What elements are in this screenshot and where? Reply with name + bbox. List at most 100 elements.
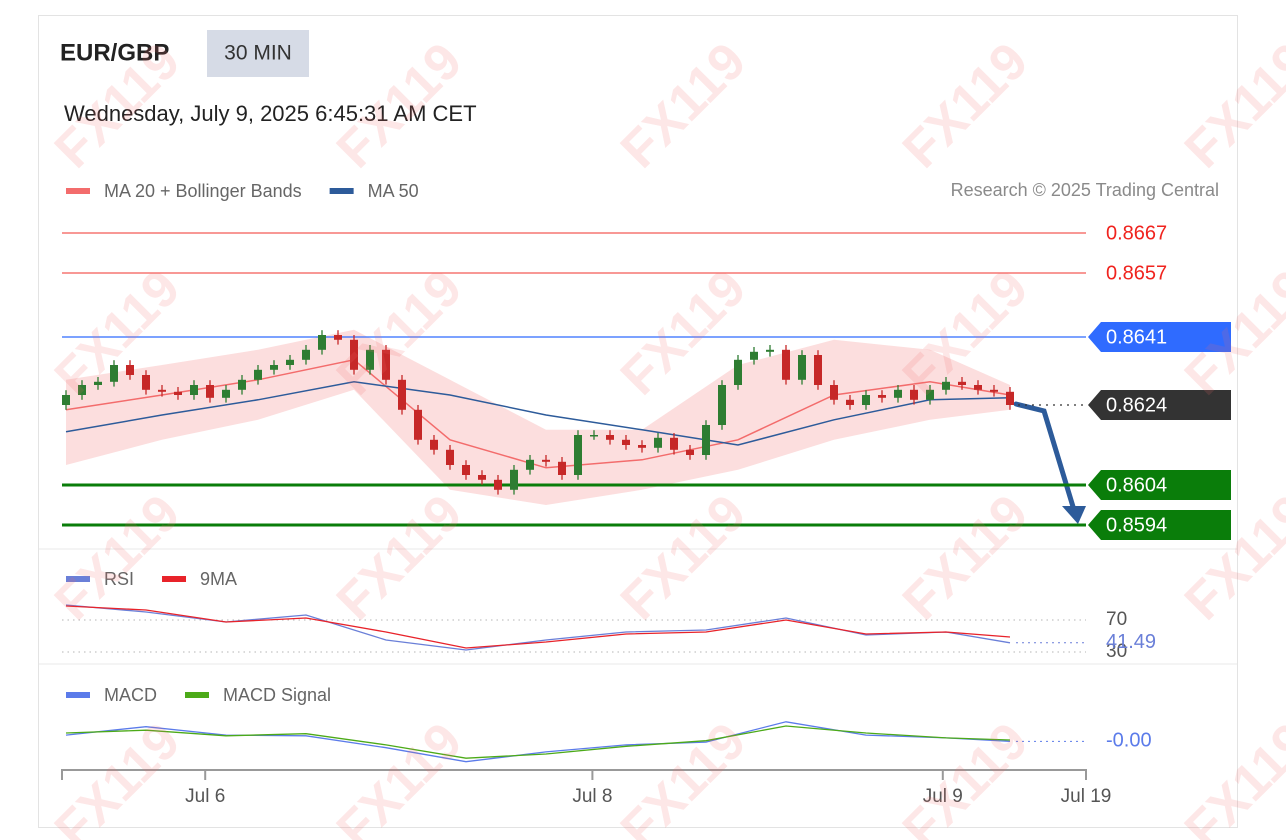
candle-body: [222, 389, 230, 398]
candle-body: [382, 349, 390, 380]
legend-label: MACD Signal: [223, 685, 331, 705]
candle-body: [542, 459, 550, 462]
last-value-label: 41.49: [1106, 631, 1156, 653]
candle-body: [110, 365, 118, 382]
candle-body: [942, 381, 950, 390]
candle-body: [926, 389, 934, 400]
candle-body: [670, 437, 678, 450]
candle-body: [846, 399, 854, 405]
candle-body: [590, 435, 598, 437]
candle-body: [606, 435, 614, 440]
series-line: [65, 721, 1011, 763]
candle-body: [654, 437, 662, 448]
candle-body: [510, 469, 518, 490]
series-line: [65, 605, 1011, 649]
x-tick-label: Jul 19: [1061, 786, 1112, 807]
legend-swatch: [162, 576, 187, 582]
y-tick-label: 70: [1106, 609, 1127, 630]
candle-body: [318, 335, 326, 350]
candle-body: [526, 459, 534, 470]
legend-swatch: [329, 188, 354, 194]
plot-layer: 0.8667 0.8657 0.8641 0.8624 0.8604 0.8594 MA 2…: [61, 181, 1231, 807]
candle-body: [126, 365, 134, 375]
candle-body: [862, 395, 870, 405]
candle-body: [558, 461, 566, 475]
candle-body: [190, 385, 198, 395]
candle-body: [894, 389, 902, 398]
series-line: [65, 725, 1011, 759]
candle-body: [734, 359, 742, 385]
candle-body: [878, 395, 886, 398]
x-tick-label: Jul 6: [185, 786, 225, 807]
forecast-arrow: [1013, 401, 1077, 513]
candle-body: [286, 359, 294, 365]
level-tag: [1088, 510, 1231, 540]
candle-body: [718, 385, 726, 425]
candle-body: [830, 385, 838, 400]
legend-label: MA 50: [368, 181, 419, 201]
x-tick-label: Jul 8: [572, 786, 612, 807]
level-label: 0.8594: [1106, 514, 1167, 536]
candle-body: [990, 389, 998, 392]
level-tag: [1088, 470, 1231, 500]
y-tick-label: 30: [1106, 641, 1127, 662]
level-label: 0.8641: [1106, 326, 1167, 348]
timestamp: Wednesday, July 9, 2025 6:45:31 AM CET: [64, 101, 477, 126]
candle-body: [814, 355, 822, 385]
candle-body: [766, 349, 774, 352]
interval-pill: [207, 30, 309, 77]
candle-body: [750, 351, 758, 360]
candle-body: [206, 385, 214, 398]
level-tag: [1088, 390, 1231, 420]
candle-body: [174, 391, 182, 395]
legend-label: MA 20 + Bollinger Bands: [104, 181, 302, 201]
legend-swatch: [185, 692, 209, 698]
candle-body: [270, 365, 278, 370]
candle-body: [702, 425, 710, 455]
level-label: 0.8657: [1106, 262, 1167, 284]
candle-body: [398, 379, 406, 410]
candle-body: [430, 439, 438, 450]
candle-body: [974, 385, 982, 390]
interval: 30 MIN: [224, 42, 292, 65]
candle-body: [462, 465, 470, 475]
candle-body: [414, 409, 422, 440]
candle-body: [78, 385, 86, 395]
level-tag: [1088, 322, 1231, 352]
candle-body: [1006, 391, 1014, 405]
candle-body: [638, 445, 646, 448]
series-line: [65, 381, 1011, 446]
candle-body: [158, 389, 166, 392]
candle-body: [350, 339, 358, 370]
x-tick-label: Jul 9: [923, 786, 963, 807]
credit: Research © 2025 Trading Central: [951, 180, 1219, 200]
candle-body: [366, 349, 374, 370]
candle-body: [494, 479, 502, 490]
candle-body: [142, 375, 150, 390]
candle-body: [958, 381, 966, 385]
candle-body: [62, 395, 70, 405]
symbol: EUR/GBP: [60, 39, 169, 66]
candle-body: [302, 349, 310, 360]
candle-body: [334, 335, 342, 340]
bollinger-band: [66, 329, 1010, 505]
level-label: 0.8624: [1106, 394, 1167, 416]
candle-body: [782, 349, 790, 380]
candle-body: [254, 369, 262, 380]
legend-swatch: [66, 576, 90, 582]
candle-body: [238, 379, 246, 390]
legend-label: RSI: [104, 569, 134, 589]
forecast-arrow-head: [1062, 506, 1086, 524]
level-label: 0.8604: [1106, 474, 1167, 496]
legend-swatch: [66, 692, 90, 698]
candle-body: [446, 449, 454, 465]
candle-body: [910, 389, 918, 400]
legend-label: MACD: [104, 685, 157, 705]
legend-swatch: [66, 188, 90, 194]
candle-body: [574, 435, 582, 475]
candle-body: [798, 355, 806, 380]
candle-body: [478, 475, 486, 480]
legend-label: 9MA: [200, 569, 237, 589]
